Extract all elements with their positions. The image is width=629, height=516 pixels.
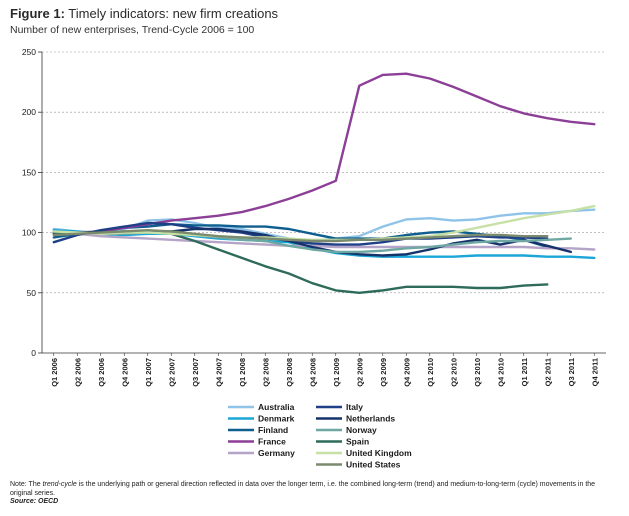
footnote: Note: The trend-cycle is the underlying … — [10, 480, 610, 498]
x-tick-label: Q2 2006 — [73, 358, 82, 387]
legend-label-australia: Australia — [258, 402, 295, 412]
legend-label-spain: Spain — [346, 437, 369, 447]
x-tick-label: Q1 2008 — [238, 358, 247, 387]
y-tick-label-0: 0 — [31, 348, 36, 358]
legend-label-united-states: United States — [346, 460, 401, 470]
source-line: Source: OECD — [10, 498, 59, 505]
note-term: trend-cycle — [42, 481, 77, 488]
legend-label-denmark: Denmark — [258, 414, 295, 424]
series-line-france — [52, 72, 596, 235]
x-tick-label: Q2 2009 — [355, 358, 364, 387]
series-lines — [52, 72, 596, 294]
x-tick-label: Q3 2010 — [473, 358, 482, 387]
x-tick-label: Q2 2008 — [261, 358, 270, 387]
legend-label-norway: Norway — [346, 425, 377, 435]
series-line-united-states — [52, 229, 549, 243]
legend-label-finland: Finland — [258, 425, 288, 435]
y-axis: 0 50 100 150 200 250 — [22, 47, 43, 358]
x-tick-label: Q3 2011 — [567, 358, 576, 386]
x-tick-label: Q3 2006 — [97, 358, 106, 387]
figure-title: Timely indicators: new firm creations — [68, 6, 279, 21]
chart-title: Figure 1: Timely indicators: new firm cr… — [10, 6, 278, 21]
x-tick-label: Q1 2007 — [144, 358, 153, 387]
chart-subtitle: Number of new enterprises, Trend-Cycle 2… — [10, 24, 255, 36]
legend-label-united-kingdom: United Kingdom — [346, 448, 412, 458]
x-tick-label: Q1 2011 — [520, 358, 529, 386]
legend-label-germany: Germany — [258, 448, 295, 458]
y-tick-label-100: 100 — [22, 228, 36, 238]
x-tick-label: Q4 2007 — [214, 358, 223, 387]
legend-label-france: France — [258, 437, 286, 447]
note-prefix: Note: The — [10, 481, 43, 488]
note-text: is the underlying path or general direct… — [10, 481, 596, 497]
y-tick-label-50: 50 — [27, 288, 37, 298]
x-axis: Q1 2006 Q2 2006 Q3 2006 Q4 2006 Q1 2007 Q2 20… — [42, 352, 606, 387]
x-tick-label: Q2 2011 — [543, 358, 552, 386]
legend-label-netherlands: Netherlands — [346, 414, 395, 424]
x-tick-label: Q2 2007 — [167, 358, 176, 387]
y-tick-label-150: 150 — [22, 167, 36, 177]
x-tick-label: Q4 2011 — [590, 358, 599, 386]
line-chart: 0 50 100 150 200 250 Q1 2006 Q2 2006 Q3 2006 Q4 … — [22, 47, 606, 470]
x-tick-label: Q1 2010 — [426, 358, 435, 387]
figure-label: Figure 1: — [10, 6, 65, 21]
legend-label-italy: Italy — [346, 402, 363, 412]
x-tick-label: Q4 2008 — [308, 358, 317, 387]
x-tick-label: Q3 2008 — [285, 358, 294, 387]
x-tick-label: Q3 2007 — [191, 358, 200, 387]
x-tick-label: Q4 2010 — [496, 358, 505, 387]
y-tick-label-250: 250 — [22, 47, 36, 57]
x-tick-label: Q1 2006 — [50, 358, 59, 387]
x-tick-label: Q3 2009 — [379, 358, 388, 387]
x-tick-label: Q2 2010 — [449, 358, 458, 387]
series-line-germany — [52, 230, 596, 251]
x-tick-label: Q4 2009 — [402, 358, 411, 387]
x-tick-label: Q4 2006 — [120, 358, 129, 387]
y-tick-label-200: 200 — [22, 107, 36, 117]
x-tick-label: Q1 2009 — [332, 358, 341, 387]
